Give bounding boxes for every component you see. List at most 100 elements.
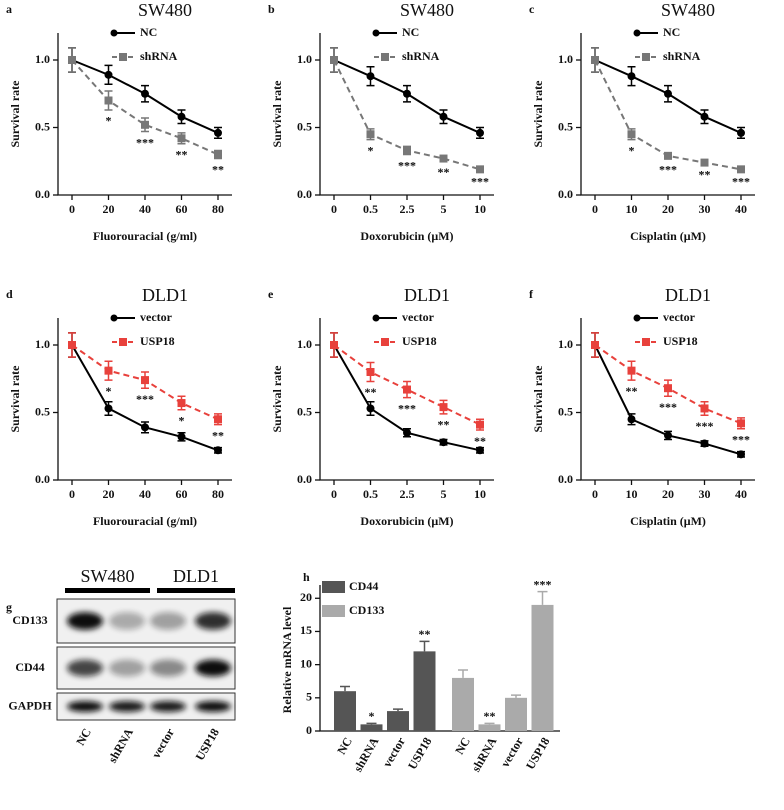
significance: ***	[398, 401, 416, 415]
marker	[403, 89, 411, 98]
marker	[627, 366, 636, 375]
x-tick-label: 40	[139, 487, 151, 501]
line-panel: b SW480 Doxorubicin (μM) Survival rate 0.0 0.…	[268, 0, 494, 243]
error-bar	[366, 722, 377, 725]
legend-marker	[381, 53, 389, 61]
significance: ***	[471, 174, 489, 188]
marker	[177, 432, 186, 441]
legend-marker	[381, 338, 389, 346]
marker	[700, 158, 709, 167]
x-tick-label: 0	[592, 487, 598, 501]
marker	[403, 428, 411, 437]
row-label: CD133	[12, 613, 47, 627]
y-tick-label: 0.0	[558, 187, 573, 201]
error-bar	[340, 685, 350, 692]
x-tick-label: vector	[498, 734, 526, 769]
x-tick-label: 2.5	[400, 202, 415, 216]
lane-label: shRNA	[105, 726, 136, 766]
marker	[177, 134, 186, 143]
lane-label: vector	[149, 725, 177, 760]
band	[109, 612, 145, 630]
x-axis-label: Fluorouracial (g/ml)	[93, 514, 197, 528]
x-tick-label: 2.5	[400, 487, 415, 501]
error-bar	[484, 722, 495, 725]
line-panel: c SW480 Cisplatin (μM) Survival rate 0.0 0.5 1…	[529, 0, 755, 243]
marker	[330, 56, 338, 64]
y-tick-label: 0.5	[558, 404, 573, 418]
band	[195, 701, 231, 712]
marker	[104, 404, 113, 413]
x-tick-label: 0	[331, 202, 337, 216]
group-bar	[157, 588, 235, 593]
marker	[141, 376, 149, 385]
marker	[627, 415, 636, 424]
band	[150, 612, 186, 630]
x-tick-label: NC	[452, 735, 473, 757]
marker	[439, 438, 448, 447]
band	[195, 612, 231, 630]
bar	[478, 724, 501, 731]
significance: ***	[732, 174, 750, 188]
legend-label: NC	[140, 25, 157, 39]
panel-letter: f	[529, 287, 534, 301]
legend-label: vector	[402, 310, 435, 324]
x-tick-label: shRNA	[351, 735, 382, 775]
significance: ***	[534, 577, 552, 591]
significance: **	[438, 418, 450, 432]
y-tick-label: 10	[300, 656, 312, 670]
marker	[141, 423, 149, 432]
legend-label: CD44	[349, 579, 378, 593]
x-tick-label: vector	[380, 734, 408, 769]
group-bar	[65, 588, 150, 593]
marker	[591, 56, 599, 64]
significance: ***	[659, 400, 677, 414]
band	[67, 659, 103, 677]
x-tick-label: 20	[662, 487, 674, 501]
y-tick-label: 5	[306, 690, 312, 704]
band	[150, 659, 186, 677]
marker	[476, 446, 484, 455]
line-panel: d DLD1 Fluorouracial (g/ml) Survival rate 0.…	[6, 285, 232, 528]
group-label: DLD1	[173, 566, 219, 586]
legend-marker	[372, 29, 380, 37]
legend-marker	[633, 29, 641, 37]
x-tick-label: 0	[69, 487, 75, 501]
line-panel: f DLD1 Cisplatin (μM) Survival rate 0.0 0.5 1.…	[529, 285, 755, 528]
x-tick-label: USP18	[523, 735, 552, 772]
legend-marker	[110, 29, 118, 37]
x-tick-label: 60	[176, 202, 188, 216]
x-axis-label: Fluorouracial (g/ml)	[93, 229, 197, 243]
x-tick-label: 5	[441, 487, 447, 501]
y-axis-label: Survival rate	[531, 365, 545, 433]
legend-marker	[642, 338, 650, 346]
x-tick-label: 60	[176, 487, 188, 501]
marker	[737, 419, 745, 428]
legend-label: NC	[663, 25, 680, 39]
panel-title: DLD1	[404, 285, 450, 305]
y-axis-label: Survival rate	[531, 80, 545, 148]
significance: *	[369, 709, 375, 723]
band	[195, 659, 231, 677]
significance: ***	[398, 158, 416, 172]
y-tick-label: 0	[306, 723, 312, 737]
marker	[664, 384, 672, 393]
panel-title: DLD1	[142, 285, 188, 305]
x-tick-label: 20	[662, 202, 674, 216]
marker	[737, 165, 745, 174]
x-tick-label: 80	[212, 487, 224, 501]
marker	[403, 385, 411, 394]
significance: **	[474, 434, 486, 448]
panel-letter: g	[6, 600, 12, 614]
x-tick-label: 20	[103, 202, 115, 216]
bar	[360, 724, 383, 731]
marker	[214, 150, 222, 159]
row-label: CD44	[15, 660, 44, 674]
x-tick-label: USP18	[405, 735, 434, 772]
legend-marker	[119, 53, 127, 61]
x-tick-label: 0	[331, 487, 337, 501]
x-tick-label: 40	[139, 202, 151, 216]
significance: ***	[136, 392, 154, 406]
marker	[439, 112, 448, 121]
x-tick-label: 0	[69, 202, 75, 216]
